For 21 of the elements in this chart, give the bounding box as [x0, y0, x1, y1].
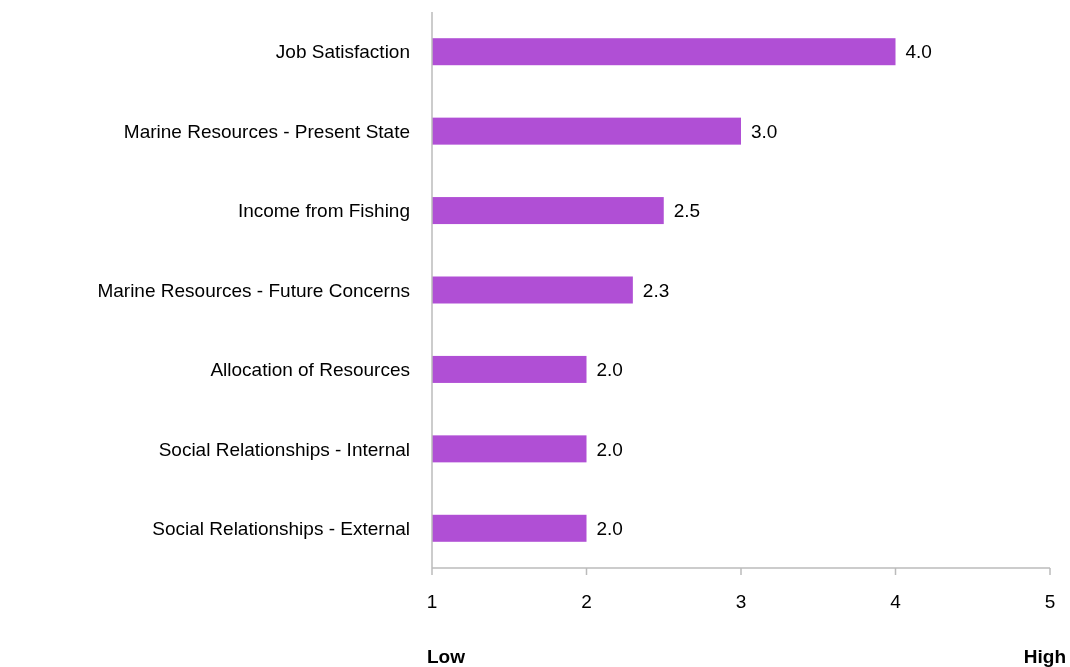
y-tick-label: Social Relationships - External: [152, 517, 410, 539]
text: Low: [427, 646, 466, 667]
x-tick-label: 1: [426, 591, 438, 612]
data-label: 2.0: [596, 359, 623, 381]
y-tick-label: Social Relationships - Internal: [158, 438, 410, 460]
data-label: 4.0: [905, 41, 932, 63]
x-tick-label: 5: [1044, 591, 1056, 612]
y-tick-label: Marine Resources - Future Concerns: [97, 279, 410, 301]
text: High: [1023, 646, 1066, 667]
data-label: 2.5: [673, 200, 701, 222]
data-label: 2.0: [596, 517, 623, 539]
data-label: 2.0: [596, 438, 623, 460]
data-label: 2.3: [642, 279, 670, 301]
y-tick-label: Marine Resources - Present State: [123, 120, 410, 142]
x-tick-label: 4: [890, 591, 902, 612]
y-tick-label: Job Satisfaction: [275, 41, 410, 63]
x-tick-label: 3: [735, 591, 747, 612]
y-tick-label: Allocation of Resources: [210, 359, 410, 381]
x-tick-label: 2: [581, 591, 592, 612]
y-tick-label: Income from Fishing: [237, 200, 410, 222]
data-label: 3.0: [751, 120, 778, 142]
